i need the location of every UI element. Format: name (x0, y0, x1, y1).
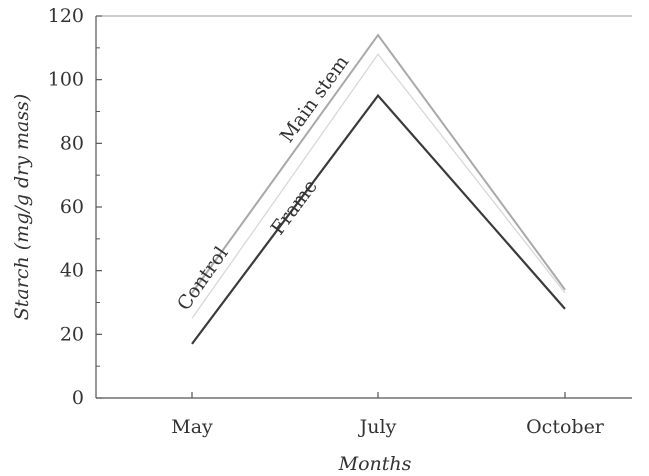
series-label-frame: Frame (267, 176, 322, 239)
y-tick-label: 120 (48, 5, 84, 27)
x-tick-label: May (171, 416, 213, 438)
series-line-control (191, 53, 566, 319)
y-tick-label: 20 (60, 323, 84, 345)
series-line-main-stem (191, 33, 566, 294)
y-tick-label: 100 (48, 69, 84, 91)
y-tick-label: 60 (60, 196, 84, 218)
series-line-frame (191, 93, 566, 345)
y-tick-label: 0 (72, 387, 84, 409)
tick-group: 0 20 40 60 80 100 120 May July October (48, 5, 605, 438)
y-axis-title: Starch (mg/g dry mass) (11, 94, 33, 320)
y-tick-label: 80 (60, 132, 84, 154)
x-tick-label: July (358, 416, 397, 438)
series-label-main-stem: Main stem (276, 51, 353, 146)
x-axis-title: Months (338, 453, 412, 475)
series-group (191, 33, 566, 345)
x-tick-label: October (526, 416, 605, 438)
y-tick-label: 40 (60, 260, 84, 282)
